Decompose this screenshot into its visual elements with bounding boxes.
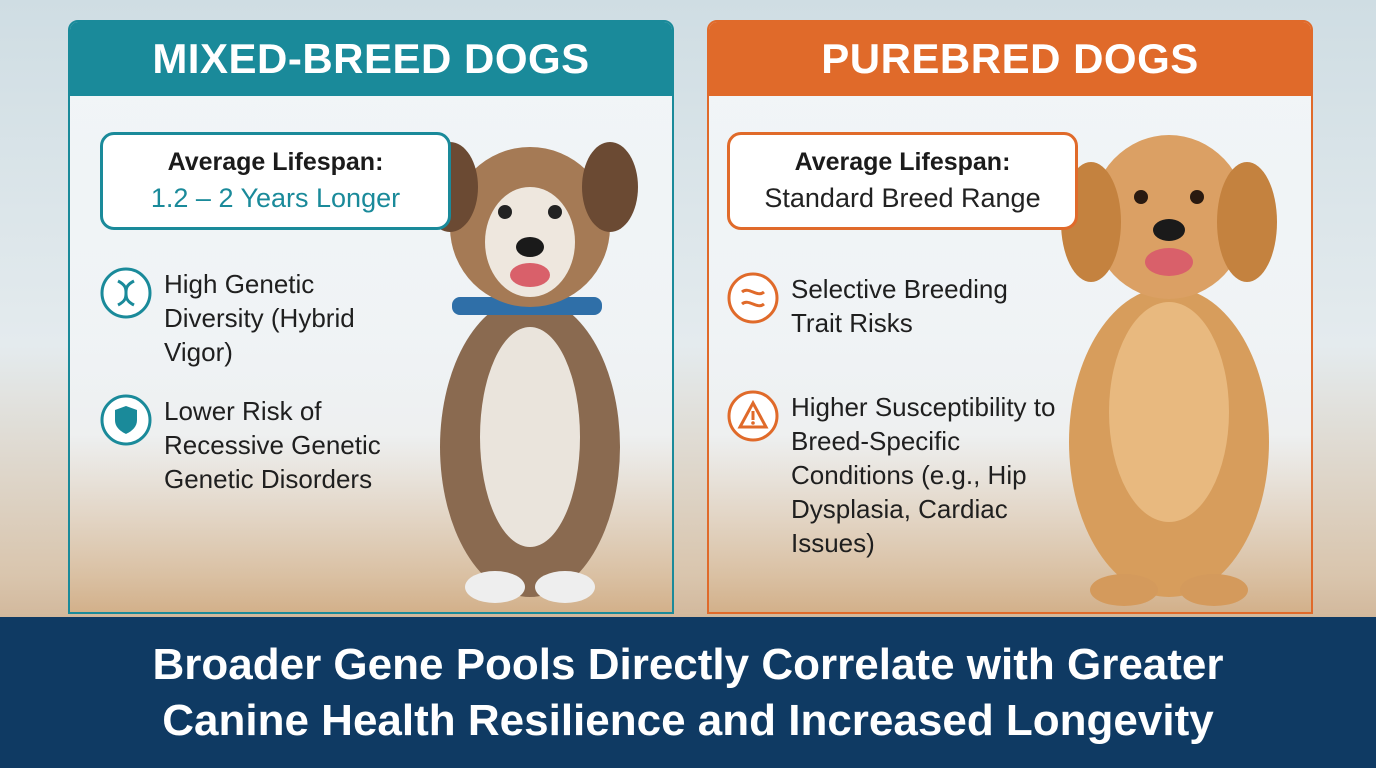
warning-icon	[727, 390, 779, 442]
panel: MIXED-BREED DOGS Average Lifespan: 1.2 –…	[68, 20, 674, 614]
dog-chest	[1109, 302, 1229, 522]
footer-line: Broader Gene Pools Directly Correlate wi…	[152, 639, 1224, 689]
dog-ear	[1217, 162, 1277, 282]
dog-chest	[480, 327, 580, 547]
dog-eye	[1134, 190, 1148, 204]
footer-banner: Broader Gene Pools Directly Correlate wi…	[0, 617, 1376, 768]
panel-title: PUREBRED DOGS	[709, 22, 1311, 96]
lifespan-box: Average Lifespan: Standard Breed Range	[727, 132, 1078, 230]
dog-eye	[498, 205, 512, 219]
feature-text: Higher Susceptibility to Breed-Specific …	[791, 392, 1056, 558]
mixed-breed-dog	[422, 142, 638, 603]
dog-nose	[1153, 219, 1185, 241]
footer-line: Canine Health Resilience and Increased L…	[162, 695, 1214, 745]
feature-text: Selective Breeding Trait Risks	[791, 274, 1008, 338]
dog-tongue	[1145, 248, 1193, 276]
dog-paw	[465, 571, 525, 603]
dog-nose	[516, 237, 544, 257]
lifespan-label: Average Lifespan:	[167, 148, 384, 176]
feature: High Genetic Diversity (Hybrid Vigor)	[100, 267, 390, 369]
dog-head	[1091, 135, 1247, 299]
dog-paw	[1180, 574, 1248, 606]
dog-tongue	[510, 263, 550, 287]
lifespan-value: 1.2 – 2 Years Longer	[150, 183, 401, 213]
dog-eye	[1190, 190, 1204, 204]
lifespan-label: Average Lifespan:	[794, 148, 1011, 176]
dog-paw	[535, 571, 595, 603]
breeding-icon	[727, 272, 779, 324]
dna-icon	[100, 267, 152, 319]
feature: Lower Risk of Recessive Genetic Genetic …	[100, 394, 400, 496]
dog-eye	[548, 205, 562, 219]
feature: Higher Susceptibility to Breed-Specific …	[727, 390, 1057, 560]
feature-text: Lower Risk of Recessive Genetic Genetic …	[164, 396, 381, 494]
dog-paw	[1090, 574, 1158, 606]
purebred-dog	[1061, 135, 1277, 606]
lifespan-box: Average Lifespan: 1.2 – 2 Years Longer	[100, 132, 451, 230]
feature: Selective Breeding Trait Risks	[727, 272, 1027, 340]
panel-title: MIXED-BREED DOGS	[70, 22, 672, 96]
panel: PUREBRED DOGS Average Lifespan: Standard…	[707, 20, 1313, 614]
feature-text: High Genetic Diversity (Hybrid Vigor)	[164, 269, 355, 367]
dog-ear	[582, 142, 638, 232]
shield-icon	[100, 394, 152, 446]
lifespan-value: Standard Breed Range	[764, 183, 1041, 213]
